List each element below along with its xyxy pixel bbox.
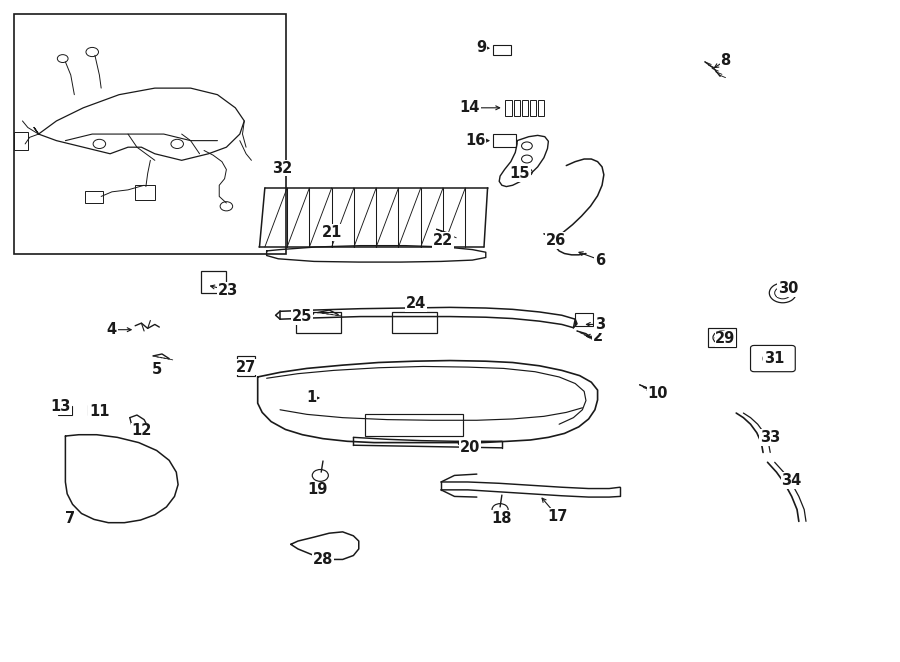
Bar [707,328,736,347]
Bar [575,312,593,326]
Bar [135,185,155,200]
Text: 15: 15 [509,166,530,181]
Text: 17: 17 [547,508,568,524]
Bar [514,100,520,116]
Bar [493,134,517,147]
Text: 11: 11 [89,404,110,418]
Text: 3: 3 [595,317,606,332]
Bar [87,404,102,415]
Text: 32: 32 [272,161,292,175]
Bar [392,312,436,333]
Text: 12: 12 [131,423,151,438]
Bar [86,191,103,203]
Text: 27: 27 [236,359,256,375]
Text: 19: 19 [308,483,328,497]
Text: 34: 34 [781,473,802,488]
Bar [506,100,512,116]
Bar [529,100,535,116]
Bar [296,312,341,333]
Text: 16: 16 [465,133,485,148]
Text: 13: 13 [50,399,71,414]
Text: 5: 5 [151,361,162,377]
Text: 25: 25 [292,309,312,324]
Text: 20: 20 [460,440,480,455]
Text: 31: 31 [763,351,784,366]
Text: 18: 18 [491,510,512,526]
Bar [14,132,28,150]
Text: 1: 1 [306,391,317,405]
Bar [537,100,544,116]
Text: 2: 2 [592,329,603,344]
Text: 23: 23 [218,283,238,298]
Text: 10: 10 [647,386,668,401]
Text: 14: 14 [460,101,480,115]
Text: 9: 9 [476,40,486,55]
Text: 4: 4 [107,322,117,337]
Bar [522,100,527,116]
Text: 29: 29 [716,332,735,346]
Bar [58,406,72,415]
Text: 7: 7 [65,510,75,526]
Text: 26: 26 [545,233,566,248]
Text: 30: 30 [778,281,798,296]
Bar [493,45,511,56]
Bar [365,414,464,436]
Text: 33: 33 [760,430,780,445]
Bar [237,356,255,375]
Text: 24: 24 [406,296,426,311]
Text: 21: 21 [321,225,342,240]
Text: 6: 6 [595,253,606,267]
Bar [14,14,286,254]
Text: 28: 28 [313,552,333,567]
Bar [202,271,227,293]
Text: 8: 8 [720,53,731,68]
FancyBboxPatch shape [751,346,796,371]
Text: 22: 22 [433,233,453,248]
